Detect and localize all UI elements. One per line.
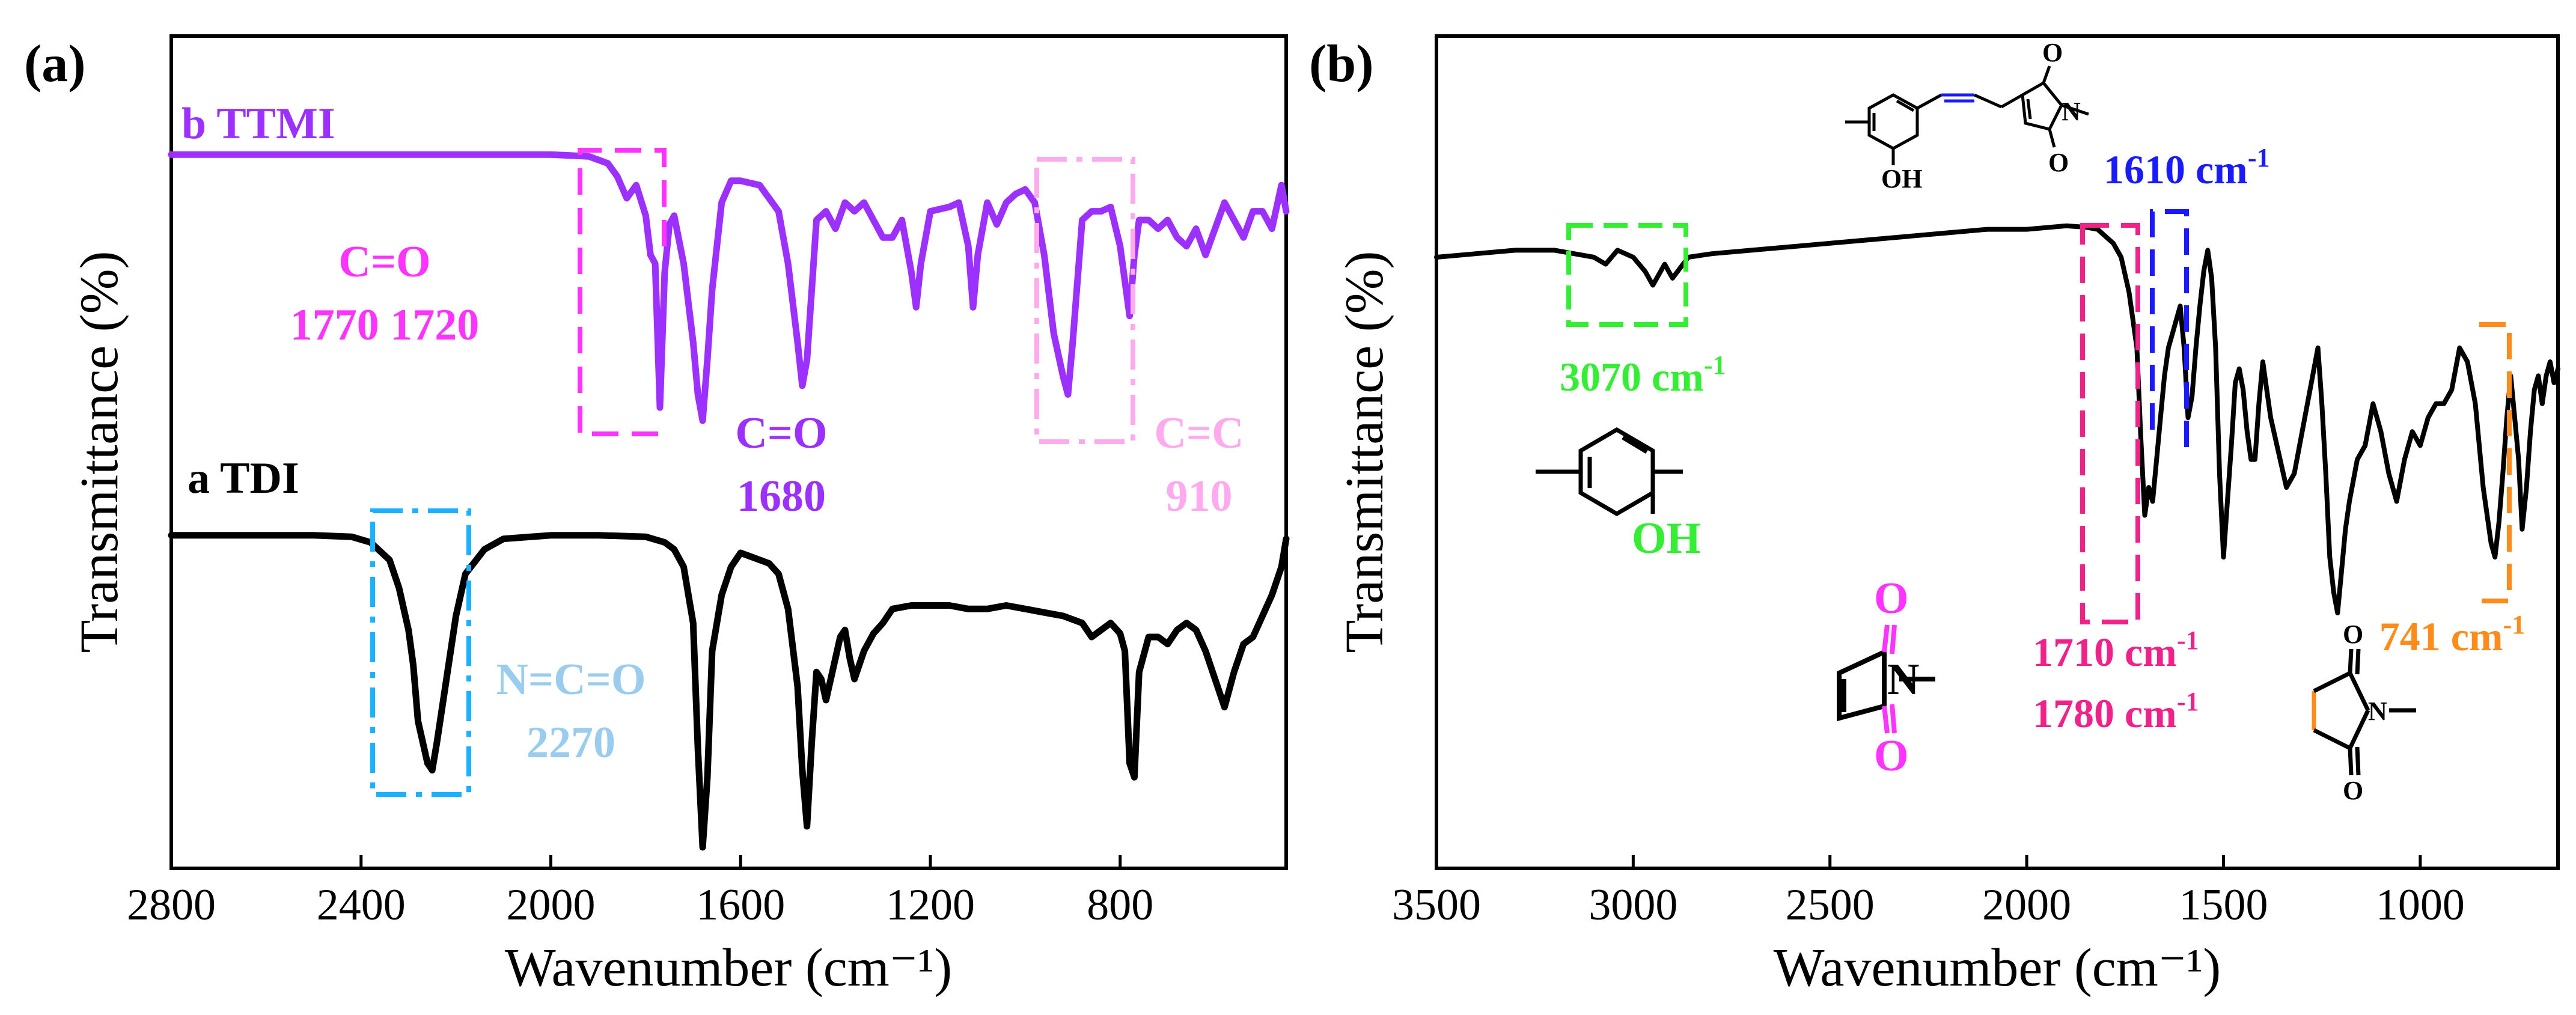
x-tick-label: 2000 bbox=[1982, 880, 2071, 930]
panel-b-label: (b) bbox=[1309, 35, 1374, 93]
tdi-series-label: a TDI bbox=[188, 454, 299, 503]
panel-a-label: (a) bbox=[24, 35, 86, 93]
panel-a-frame bbox=[169, 34, 1288, 870]
co-value-2: 1680 bbox=[737, 472, 826, 521]
ttmi-ir-spectrum-line bbox=[1434, 223, 2560, 615]
co-1770-1720-box bbox=[578, 148, 667, 436]
ttmi-atom-n: N bbox=[2062, 97, 2081, 126]
maleimide-atom-o-top: O bbox=[1874, 574, 1909, 623]
co-value-1: 1770 1720 bbox=[290, 300, 480, 350]
panel-a: (a) 2800 2400 2000 1600 1200 800 Wavenumber (… bbox=[24, 34, 1290, 998]
cc-910-box bbox=[1034, 157, 1135, 444]
ttmi-structure-drawing bbox=[1845, 66, 2089, 165]
nco-label: N=C=O bbox=[496, 655, 646, 704]
ttmi-atom-oh: OH bbox=[1881, 164, 1922, 194]
peak-3070-box bbox=[1566, 223, 1688, 327]
x-tick-label: 2500 bbox=[1786, 880, 1875, 930]
x-tick-label: 2800 bbox=[127, 880, 216, 930]
x-tick-label: 1000 bbox=[2376, 880, 2465, 930]
co-label-1: C=O bbox=[338, 237, 430, 287]
ttmi-series-label: b TTMI bbox=[182, 99, 335, 148]
maleimide-atom-o-bottom: O bbox=[1874, 731, 1909, 781]
maleimide-structure-drawing bbox=[1837, 624, 1935, 734]
unused-path-3 bbox=[2152, 210, 2185, 445]
x-tick-label: 1200 bbox=[886, 880, 975, 930]
succinimide-atom-o-top: O bbox=[2343, 620, 2363, 649]
panel-a-xlabel: Wavenumber (cm⁻¹) bbox=[505, 938, 952, 998]
x-tick-label: 1500 bbox=[2179, 880, 2268, 930]
panel-b: (b) 3500 3000 2500 2000 1500 1000 Wavenumber … bbox=[1309, 34, 2560, 998]
succinimide-atom-o-bottom: O bbox=[2343, 776, 2363, 805]
peak-1610-label: 1610 cm-1 bbox=[2104, 143, 2269, 192]
cc-label: C=C bbox=[1154, 409, 1244, 458]
peak-741-label: 741 cm-1 bbox=[2379, 610, 2525, 659]
panel-b-ylabel: Transmittance (%) bbox=[1335, 251, 1394, 653]
x-tick-label: 2400 bbox=[317, 880, 406, 930]
x-tick-label: 3000 bbox=[1589, 880, 1677, 930]
x-tick-label: 2000 bbox=[506, 880, 595, 930]
x-tick-label: 800 bbox=[1087, 880, 1153, 930]
cresol-atom-oh: OH bbox=[1632, 514, 1701, 563]
nco-value: 2270 bbox=[526, 718, 615, 767]
cc-value: 910 bbox=[1166, 472, 1233, 521]
peak-1710-label: 1710 cm-1 bbox=[2033, 626, 2199, 675]
succinimide-atom-n: N bbox=[2368, 696, 2387, 726]
ttmi-atom-o-top: O bbox=[2042, 38, 2063, 67]
ttmi-atom-o-bottom: O bbox=[2048, 148, 2069, 177]
panel-b-frame bbox=[1435, 34, 2560, 870]
succinimide-structure-drawing bbox=[2312, 648, 2416, 776]
panel-b-ticks: 3500 3000 2500 2000 1500 1000 bbox=[1392, 855, 2465, 930]
maleimide-atom-n: N bbox=[1887, 655, 1919, 704]
panel-b-xlabel: Wavenumber (cm⁻¹) bbox=[1774, 938, 2221, 998]
peak-3070-label: 3070 cm-1 bbox=[1560, 350, 1726, 400]
peak-1610-box bbox=[2150, 209, 2189, 452]
x-tick-label: 3500 bbox=[1392, 880, 1481, 930]
panel-a-ylabel: Transmittance (%) bbox=[70, 251, 129, 653]
peak-741-box bbox=[2479, 322, 2512, 603]
panel-a-ticks: 2800 2400 2000 1600 1200 800 bbox=[127, 855, 1153, 930]
nco-2270-box bbox=[370, 508, 471, 797]
peak-1710-1780-box bbox=[2080, 223, 2140, 624]
peak-1780-label: 1780 cm-1 bbox=[2033, 687, 2199, 736]
co-label-2: C=O bbox=[735, 409, 827, 458]
tdi-spectrum-line bbox=[168, 532, 1290, 851]
cresol-structure-drawing bbox=[1536, 427, 1683, 517]
x-tick-label: 1600 bbox=[696, 880, 785, 930]
ttmi-spectrum-line bbox=[168, 151, 1290, 424]
